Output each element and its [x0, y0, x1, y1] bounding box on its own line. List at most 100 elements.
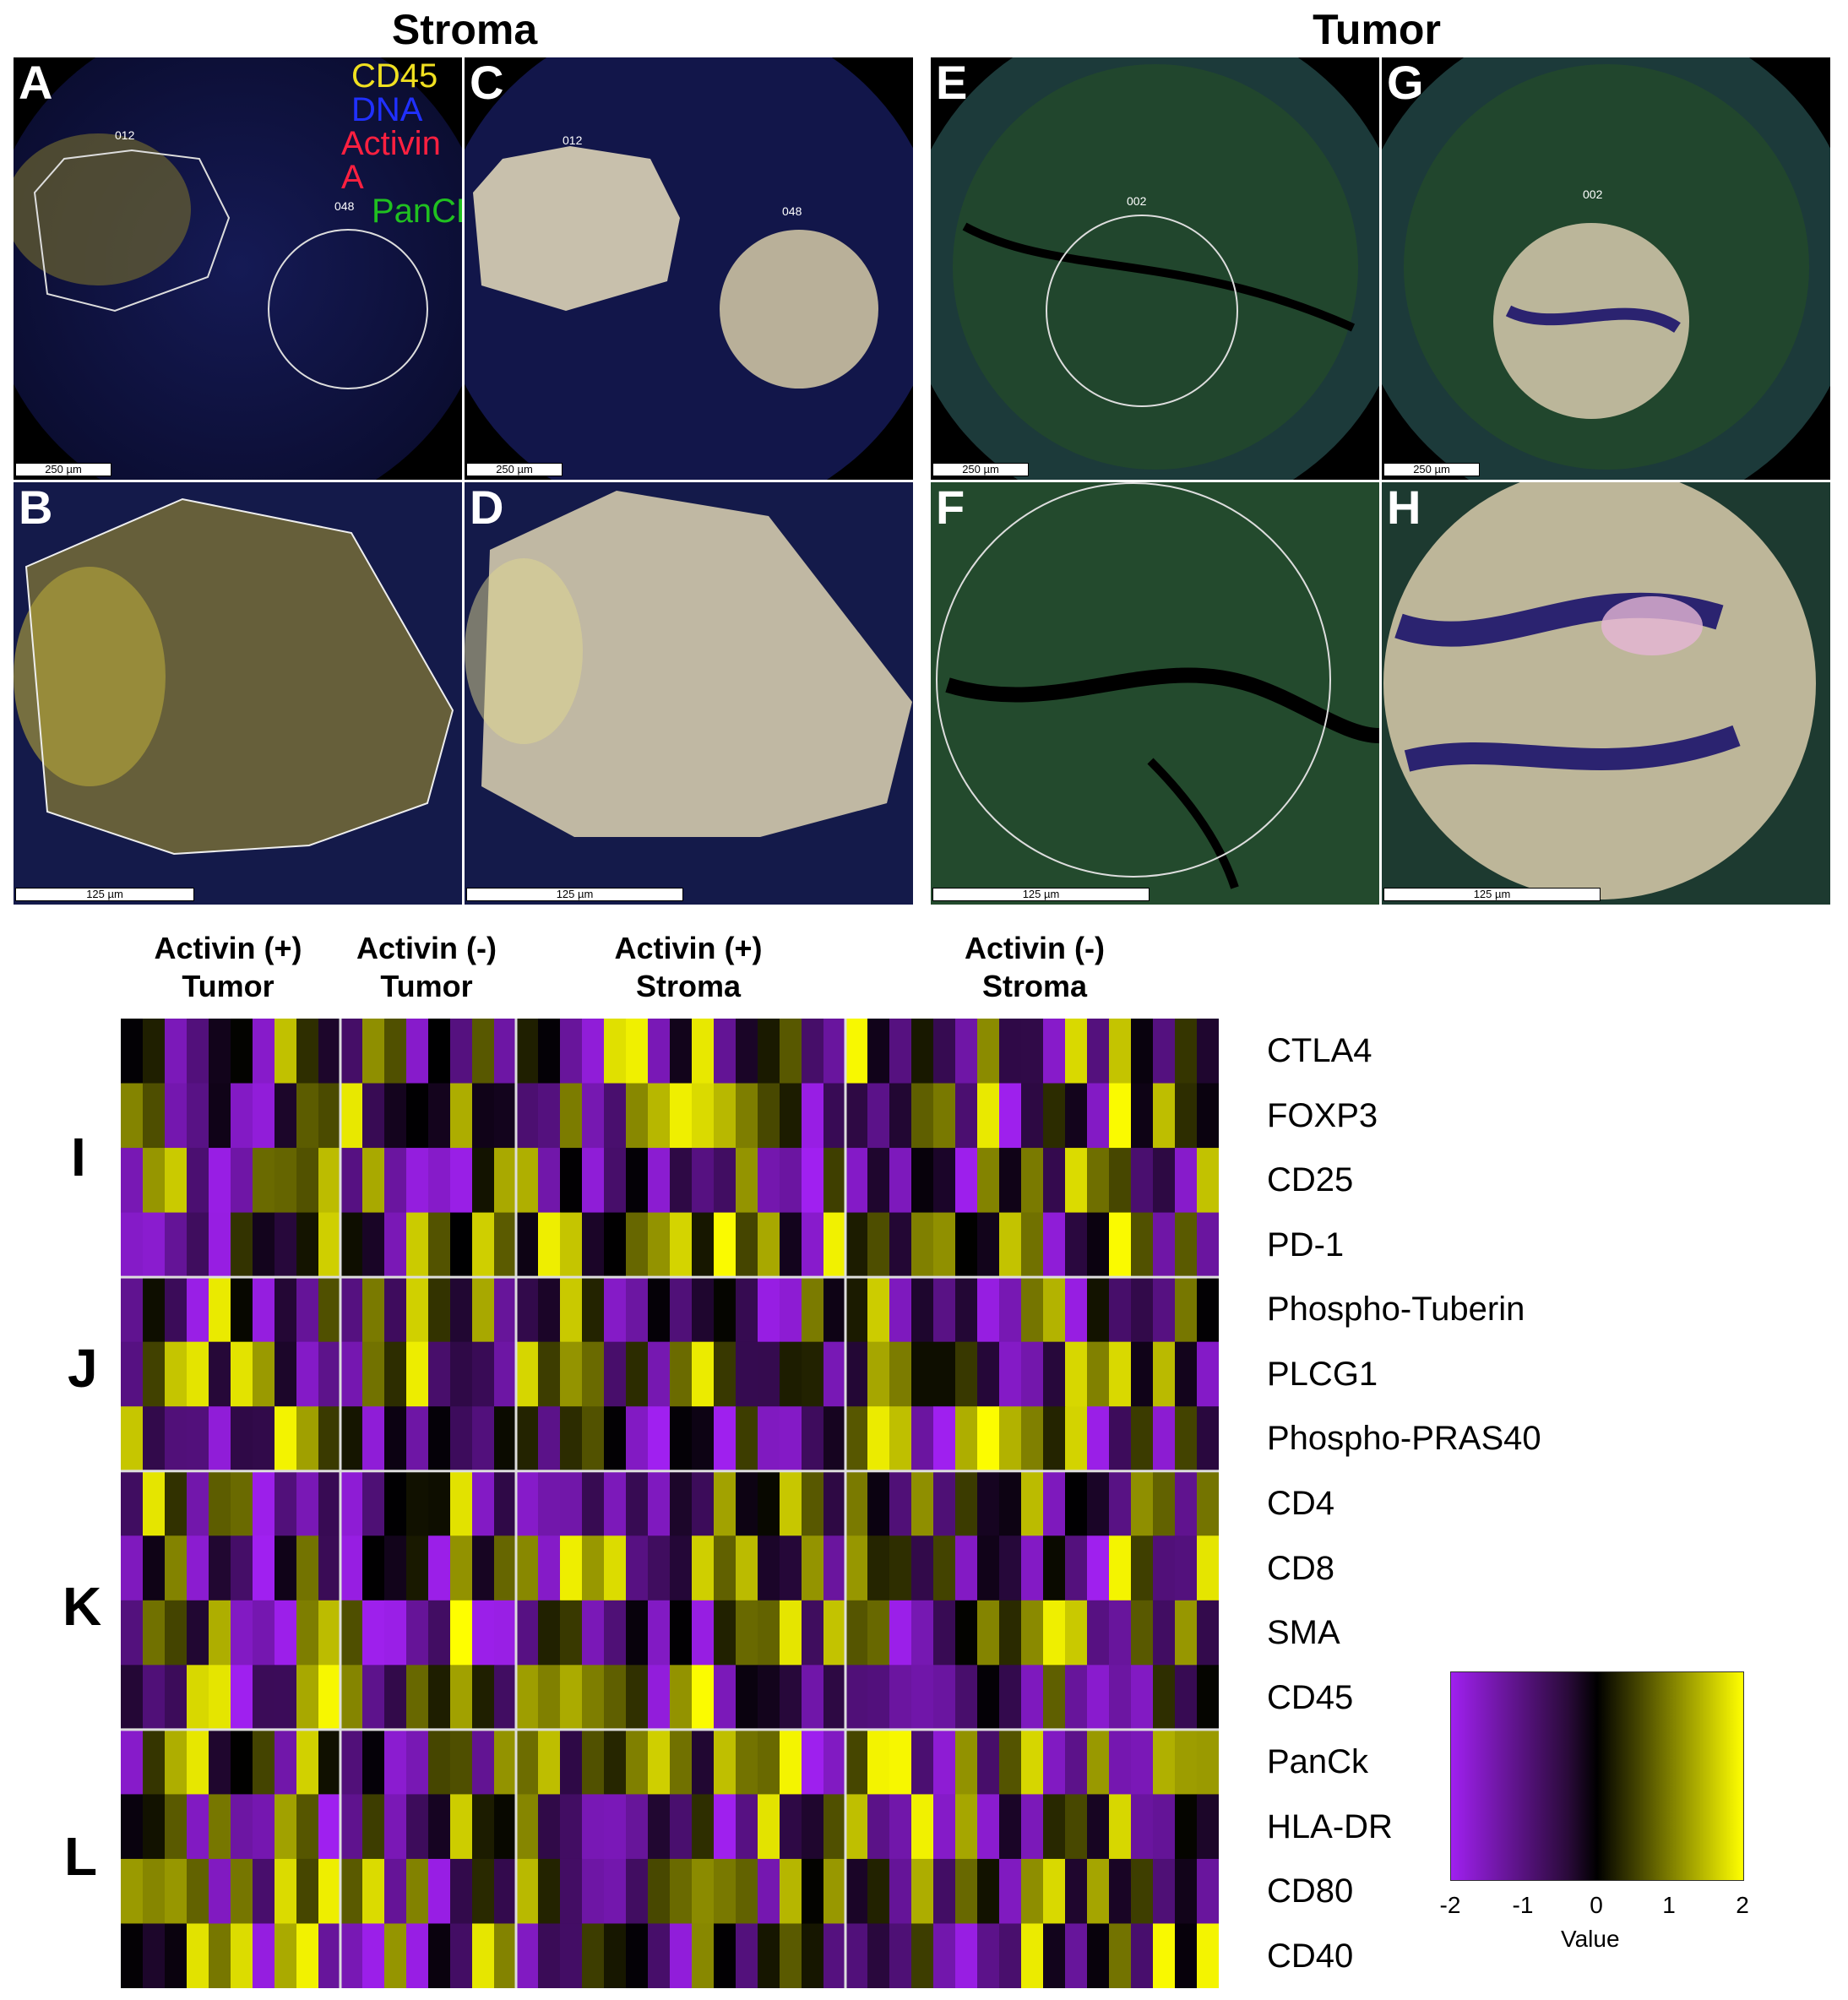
heatmap-cell: [450, 1729, 473, 1795]
heatmap-cell: [802, 1019, 824, 1084]
heatmap-cell: [472, 1729, 495, 1795]
heatmap-cell: [384, 1470, 407, 1536]
heatmap-cell: [670, 1923, 693, 1988]
heatmap-cell: [1197, 1470, 1219, 1536]
heatmap-cell: [362, 1148, 385, 1214]
heatmap-cell: [1021, 1083, 1044, 1149]
heatmap-cell: [692, 1729, 715, 1795]
heatmap-cell: [999, 1729, 1022, 1795]
heatmap-cell: [1131, 1794, 1154, 1860]
heatmap-cell: [362, 1858, 385, 1924]
heatmap-cell: [274, 1083, 297, 1149]
heatmap-cell: [296, 1083, 319, 1149]
heatmap-cell: [165, 1277, 188, 1343]
heatmap-cell: [274, 1019, 297, 1084]
heatmap-cell: [1087, 1083, 1110, 1149]
heatmap-cell: [823, 1665, 846, 1731]
heatmap-cell: [143, 1729, 166, 1795]
heatmap-cell: [889, 1470, 912, 1536]
heatmap-cell: [538, 1277, 561, 1343]
heatmap-cell: [933, 1341, 956, 1407]
heatmap-cell: [1131, 1341, 1154, 1407]
heatmap-cell: [1153, 1406, 1176, 1472]
heatmap-cell: [253, 1600, 275, 1666]
heatmap-cell: [736, 1406, 758, 1472]
heatmap-cell: [626, 1212, 649, 1278]
heatmap-cell: [231, 1019, 253, 1084]
panel-e: E 002 250 µm: [931, 57, 1379, 480]
heatmap-cell: [384, 1148, 407, 1214]
heatmap-cell: [780, 1277, 802, 1343]
heatmap-cell: [494, 1277, 517, 1343]
group-header: Activin (-) Tumor: [334, 929, 519, 1005]
heatmap-cell: [143, 1148, 166, 1214]
heatmap-cell: [1175, 1470, 1198, 1536]
heatmap-cell: [1153, 1923, 1176, 1988]
scale-bar: 125 µm: [932, 888, 1150, 901]
heatmap-cell: [1065, 1923, 1088, 1988]
heatmap-cell: [428, 1470, 451, 1536]
heatmap-cell: [428, 1600, 451, 1666]
heatmap-cell: [1109, 1019, 1132, 1084]
heatmap-cell: [209, 1858, 231, 1924]
heatmap-cell: [274, 1212, 297, 1278]
row-label: CD40: [1267, 1937, 1354, 1975]
heatmap-cell: [626, 1019, 649, 1084]
heatmap-cell: [560, 1341, 583, 1407]
heatmap-cell: [209, 1083, 231, 1149]
heatmap-cell: [955, 1148, 978, 1214]
heatmap-cell: [889, 1406, 912, 1472]
heatmap-cell: [670, 1212, 693, 1278]
heatmap-cell: [582, 1923, 605, 1988]
heatmap-cell: [187, 1535, 209, 1601]
heatmap-cell: [626, 1406, 649, 1472]
heatmap-cell: [318, 1600, 341, 1666]
heatmap-cell: [867, 1858, 890, 1924]
heatmap-cell: [428, 1665, 451, 1731]
heatmap-cell: [955, 1083, 978, 1149]
heatmap-cell: [845, 1858, 868, 1924]
block-letter-l: L: [64, 1826, 98, 1887]
heatmap-cell: [867, 1083, 890, 1149]
heatmap-cell: [296, 1148, 319, 1214]
heatmap-cell: [1021, 1277, 1044, 1343]
heatmap-cell: [1021, 1794, 1044, 1860]
heatmap-cell: [450, 1794, 473, 1860]
heatmap-cell: [626, 1277, 649, 1343]
heatmap-cell: [187, 1600, 209, 1666]
heatmap-cell: [1175, 1277, 1198, 1343]
heatmap-cell: [1087, 1341, 1110, 1407]
heatmap-cell: [648, 1794, 671, 1860]
heatmap-cell: [933, 1858, 956, 1924]
roi-label: 012: [563, 133, 583, 147]
heatmap-cell: [516, 1212, 539, 1278]
heatmap-cell: [1065, 1535, 1088, 1601]
heatmap-cell: [165, 1148, 188, 1214]
heatmap-cell: [187, 1470, 209, 1536]
heatmap-cell: [472, 1148, 495, 1214]
row-label: SMA: [1267, 1614, 1340, 1652]
heatmap-cell: [692, 1600, 715, 1666]
heatmap-cell: [274, 1858, 297, 1924]
heatmap-cell: [889, 1212, 912, 1278]
heatmap-cell: [1153, 1794, 1176, 1860]
heatmap-cell: [1109, 1341, 1132, 1407]
row-label: FOXP3: [1267, 1096, 1378, 1134]
heatmap-cell: [823, 1729, 846, 1795]
heatmap-cell: [362, 1212, 385, 1278]
panel-c: C 012 048 250 µm: [465, 57, 913, 480]
tissue-image-e: [931, 57, 1379, 480]
heatmap-cell: [604, 1794, 627, 1860]
legend-panck: PanCK: [372, 193, 462, 230]
heatmap-cell: [1087, 1729, 1110, 1795]
heatmap-cell: [231, 1212, 253, 1278]
heatmap-cell: [1109, 1470, 1132, 1536]
heatmap-cell: [538, 1212, 561, 1278]
heatmap-cell: [187, 1923, 209, 1988]
heatmap-cell: [1197, 1665, 1219, 1731]
heatmap-cell: [1087, 1148, 1110, 1214]
heatmap-cell: [1153, 1535, 1176, 1601]
heatmap-cell: [933, 1600, 956, 1666]
heatmap-cell: [121, 1277, 144, 1343]
heatmap-cell: [780, 1665, 802, 1731]
